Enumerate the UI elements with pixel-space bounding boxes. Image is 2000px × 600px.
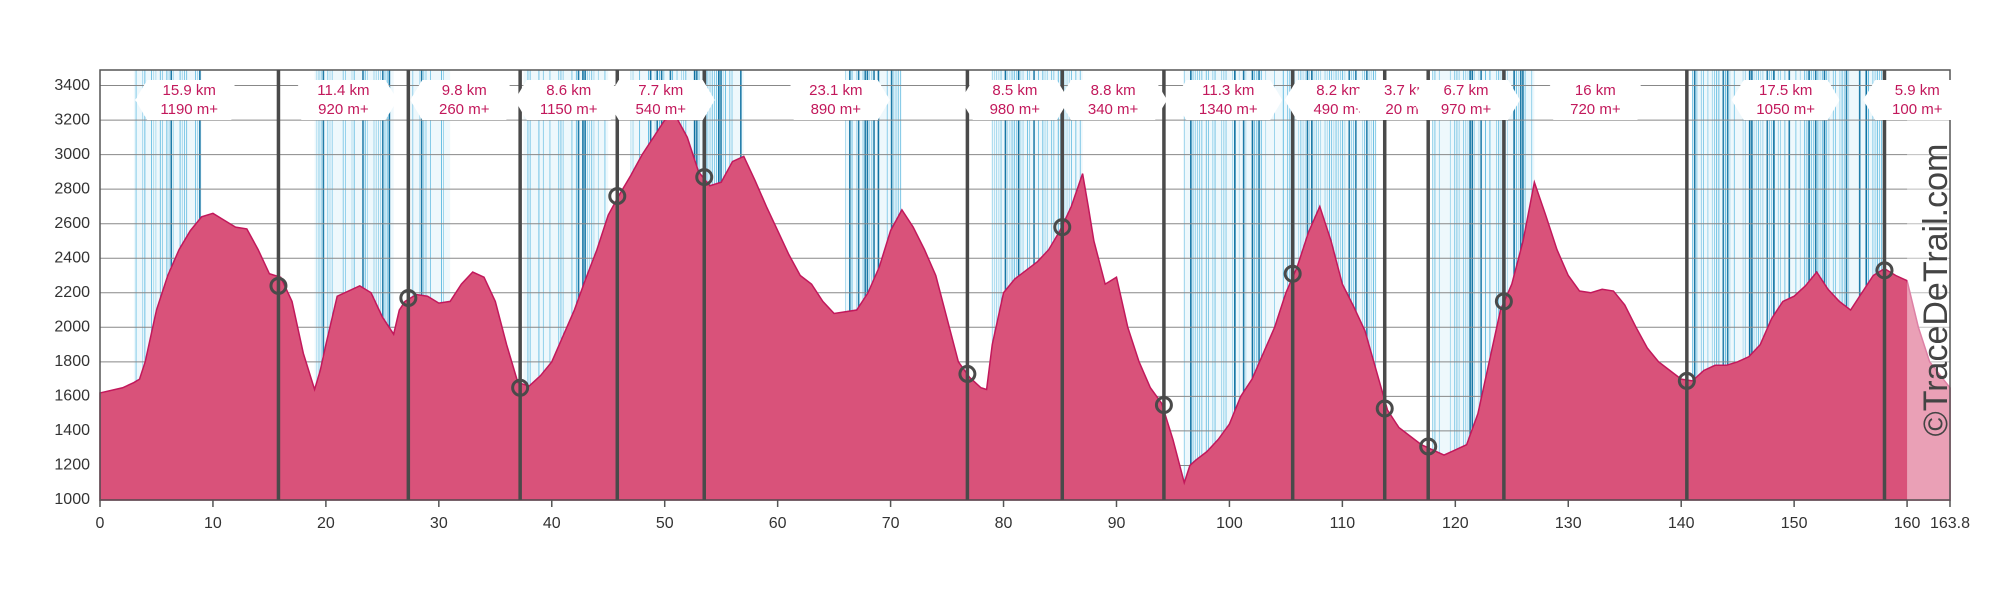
elevation-area xyxy=(99,115,1951,501)
x-tick-label: 160 xyxy=(1894,515,1921,532)
segment-label-box xyxy=(410,80,519,120)
segment-distance: 7.7 km xyxy=(638,82,683,99)
segment-gain: 540 m+ xyxy=(636,101,687,118)
segment-gain: 1340 m+ xyxy=(1199,101,1258,118)
faded-region xyxy=(1907,70,1950,500)
x-tick-label: 30 xyxy=(430,515,448,532)
x-tick-label: 90 xyxy=(1108,515,1126,532)
y-tick-label: 1800 xyxy=(54,353,90,370)
segment-gain: 1190 m+ xyxy=(160,101,218,118)
segment-label-box xyxy=(1174,80,1283,120)
segment-label-box xyxy=(1863,80,1972,120)
segment-gain: 1050 m+ xyxy=(1756,101,1815,118)
y-tick-label: 3200 xyxy=(54,111,90,128)
checkpoint-marker xyxy=(1494,292,1513,311)
segment-label-box xyxy=(781,80,890,120)
segment-gain: 490 m+ xyxy=(1313,101,1364,118)
x-tick-label: 0 xyxy=(96,515,105,532)
segment-gain: 980 m+ xyxy=(990,101,1041,118)
segment-distance: 8.2 km xyxy=(1316,82,1361,99)
y-tick-label: 2600 xyxy=(54,215,90,232)
segment-distance: 15.9 km xyxy=(163,82,216,99)
checkpoint-marker xyxy=(511,378,530,397)
x-tick-label: 70 xyxy=(882,515,900,532)
checkpoint-marker xyxy=(1154,396,1173,415)
segment-label-box xyxy=(1059,80,1168,120)
checkpoint-marker xyxy=(958,364,977,383)
watermark: ©TraceDeTrail.com xyxy=(1917,144,1955,437)
y-tick-label: 2000 xyxy=(54,319,90,336)
checkpoint-marker xyxy=(1283,264,1302,283)
segment-label-box xyxy=(606,80,715,120)
segment-distance: 8.6 km xyxy=(546,82,591,99)
y-tick-label: 1200 xyxy=(54,457,90,474)
x-tick-label: 150 xyxy=(1781,515,1808,532)
segment-label-box xyxy=(514,80,623,120)
x-tick-label: 130 xyxy=(1555,515,1582,532)
x-tick-label: 20 xyxy=(317,515,335,532)
checkpoint-marker xyxy=(1375,399,1394,418)
checkpoint-marker xyxy=(1677,371,1696,390)
x-tick-label: 100 xyxy=(1216,515,1243,532)
x-tick-label: 120 xyxy=(1442,515,1469,532)
x-tick-label: 140 xyxy=(1668,515,1695,532)
x-tick-label: 60 xyxy=(769,515,787,532)
segment-gain: 1150 m+ xyxy=(540,101,598,118)
checkpoint-marker xyxy=(399,288,418,307)
y-tick-label: 2400 xyxy=(54,249,90,266)
segment-gain: 340 m+ xyxy=(1088,101,1139,118)
segment-distance: 16 km xyxy=(1575,82,1616,99)
y-tick-label: 3000 xyxy=(54,146,90,163)
segment-gain: 260 m+ xyxy=(439,101,490,118)
segment-distance: 9.8 km xyxy=(442,82,487,99)
segment-label-box xyxy=(289,80,398,120)
checkpoint-marker xyxy=(608,187,627,206)
segment-label-box xyxy=(1541,80,1650,120)
y-tick-label: 1000 xyxy=(54,491,90,508)
segment-gain: 100 m+ xyxy=(1892,101,1943,118)
checkpoint-marker xyxy=(269,276,288,295)
checkpoint-marker xyxy=(1053,218,1072,237)
segment-distance: 11.3 km xyxy=(1202,82,1254,99)
x-tick-label: 10 xyxy=(204,515,222,532)
y-tick-label: 2800 xyxy=(54,180,90,197)
plot-frame xyxy=(99,69,1951,501)
x-tick-label: 110 xyxy=(1330,515,1356,532)
segment-label-box xyxy=(135,80,244,120)
segment-distance: 8.8 km xyxy=(1091,82,1136,99)
x-tick-label: 80 xyxy=(995,515,1013,532)
x-tick-label: 163.8 xyxy=(1930,515,1970,532)
segment-distance: 11.4 km xyxy=(317,82,369,99)
segment-gain: 720 m+ xyxy=(1570,101,1621,118)
segment-distance: 5.9 km xyxy=(1895,82,1940,99)
y-tick-label: 2200 xyxy=(54,284,90,301)
segment-distance: 8.5 km xyxy=(992,82,1037,99)
checkpoint-marker xyxy=(1875,261,1894,280)
y-tick-label: 1600 xyxy=(54,388,90,405)
segment-distance: 23.1 km xyxy=(809,82,862,99)
y-tick-label: 1400 xyxy=(54,422,90,439)
segment-label-box xyxy=(1412,80,1521,120)
segment-gain: 920 m+ xyxy=(318,101,369,118)
segment-gain: 890 m+ xyxy=(811,101,862,118)
y-tick-label: 3400 xyxy=(54,77,90,94)
segment-label-box xyxy=(1731,80,1840,120)
x-tick-label: 50 xyxy=(656,515,674,532)
segment-distance: 17.5 km xyxy=(1759,82,1812,99)
segment-gain: 970 m+ xyxy=(1441,101,1492,118)
x-tick-label: 40 xyxy=(543,515,561,532)
segment-distance: 6.7 km xyxy=(1444,82,1489,99)
checkpoint-marker xyxy=(695,168,714,187)
checkpoint-marker xyxy=(1419,437,1438,456)
segment-label-box xyxy=(960,80,1069,120)
